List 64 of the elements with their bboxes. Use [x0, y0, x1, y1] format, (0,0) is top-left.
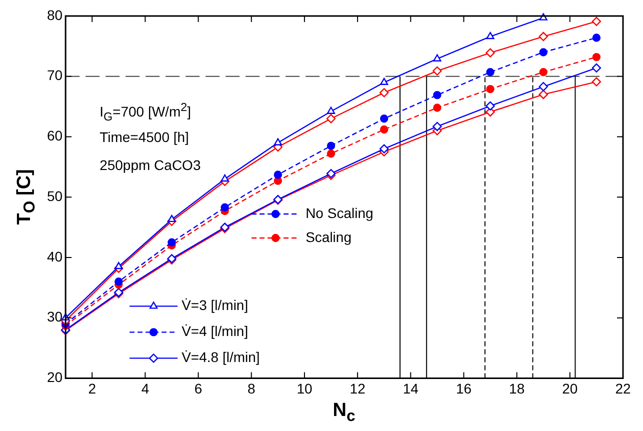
point: [539, 68, 548, 76]
point: [538, 82, 548, 92]
point: [433, 54, 442, 62]
x-tick-label: 22: [615, 380, 631, 396]
point: [220, 203, 229, 212]
legend-label: No Scaling: [306, 204, 374, 221]
point: [168, 238, 176, 246]
point: [486, 32, 494, 40]
annotation: 250ppm CaCO3: [100, 157, 201, 173]
point: [114, 262, 123, 270]
point: [326, 106, 336, 114]
x-tick-label: 12: [350, 380, 366, 396]
point: [168, 214, 176, 222]
x-tick-label: 2: [88, 380, 96, 396]
y-tick-label: 40: [46, 248, 63, 264]
y-tick-label: 60: [46, 128, 63, 144]
x-tick-label: 20: [562, 380, 578, 396]
point: [380, 78, 388, 86]
y-tick-label: 20: [46, 369, 63, 386]
y-tick-label: 80: [46, 6, 63, 23]
point: [380, 88, 389, 98]
point: [114, 278, 123, 286]
point: [486, 84, 494, 94]
y-tick-label: 30: [46, 308, 63, 325]
annotation: Time=4500 [h]: [100, 129, 189, 145]
x-tick-label: 14: [402, 380, 419, 396]
x-tick-label: 10: [296, 380, 312, 396]
point: [220, 174, 229, 182]
point: [432, 66, 442, 76]
y-tick-label: 70: [46, 67, 63, 84]
legend-label: V̇=4 [l/min]: [182, 323, 248, 340]
x-tick-label: 6: [194, 380, 202, 396]
point: [592, 52, 601, 62]
point: [592, 77, 602, 86]
x-tick-label: 16: [456, 380, 472, 396]
point: [380, 125, 388, 134]
point: [380, 114, 388, 123]
x-tick-label: 18: [509, 380, 525, 396]
point: [486, 48, 495, 58]
point: [486, 101, 495, 111]
point: [592, 16, 602, 26]
x-tick-label: 4: [141, 380, 150, 396]
x-tick-label: 8: [247, 380, 256, 396]
point: [326, 142, 336, 150]
point: [432, 122, 442, 132]
x-axis-title: N$_{c}$: [332, 400, 356, 426]
legend-label: V̇=3 [l/min]: [182, 297, 248, 314]
point: [538, 90, 548, 100]
point: [486, 68, 494, 76]
legend-label: Scaling: [306, 228, 352, 245]
point: [592, 34, 601, 42]
point: [326, 114, 336, 124]
point: [433, 90, 442, 100]
legend-label: V̇=4.8 [l/min]: [182, 349, 260, 366]
point: [538, 32, 548, 42]
annotation: I$_{G}$=700 [W/m$^{2}$]: [100, 101, 191, 124]
point: [380, 144, 389, 154]
point: [274, 170, 282, 179]
point: [326, 150, 336, 158]
point: [592, 63, 602, 73]
point: [433, 104, 442, 112]
point: [539, 48, 548, 56]
point: [274, 138, 282, 146]
y-tick-label: 50: [46, 188, 63, 204]
